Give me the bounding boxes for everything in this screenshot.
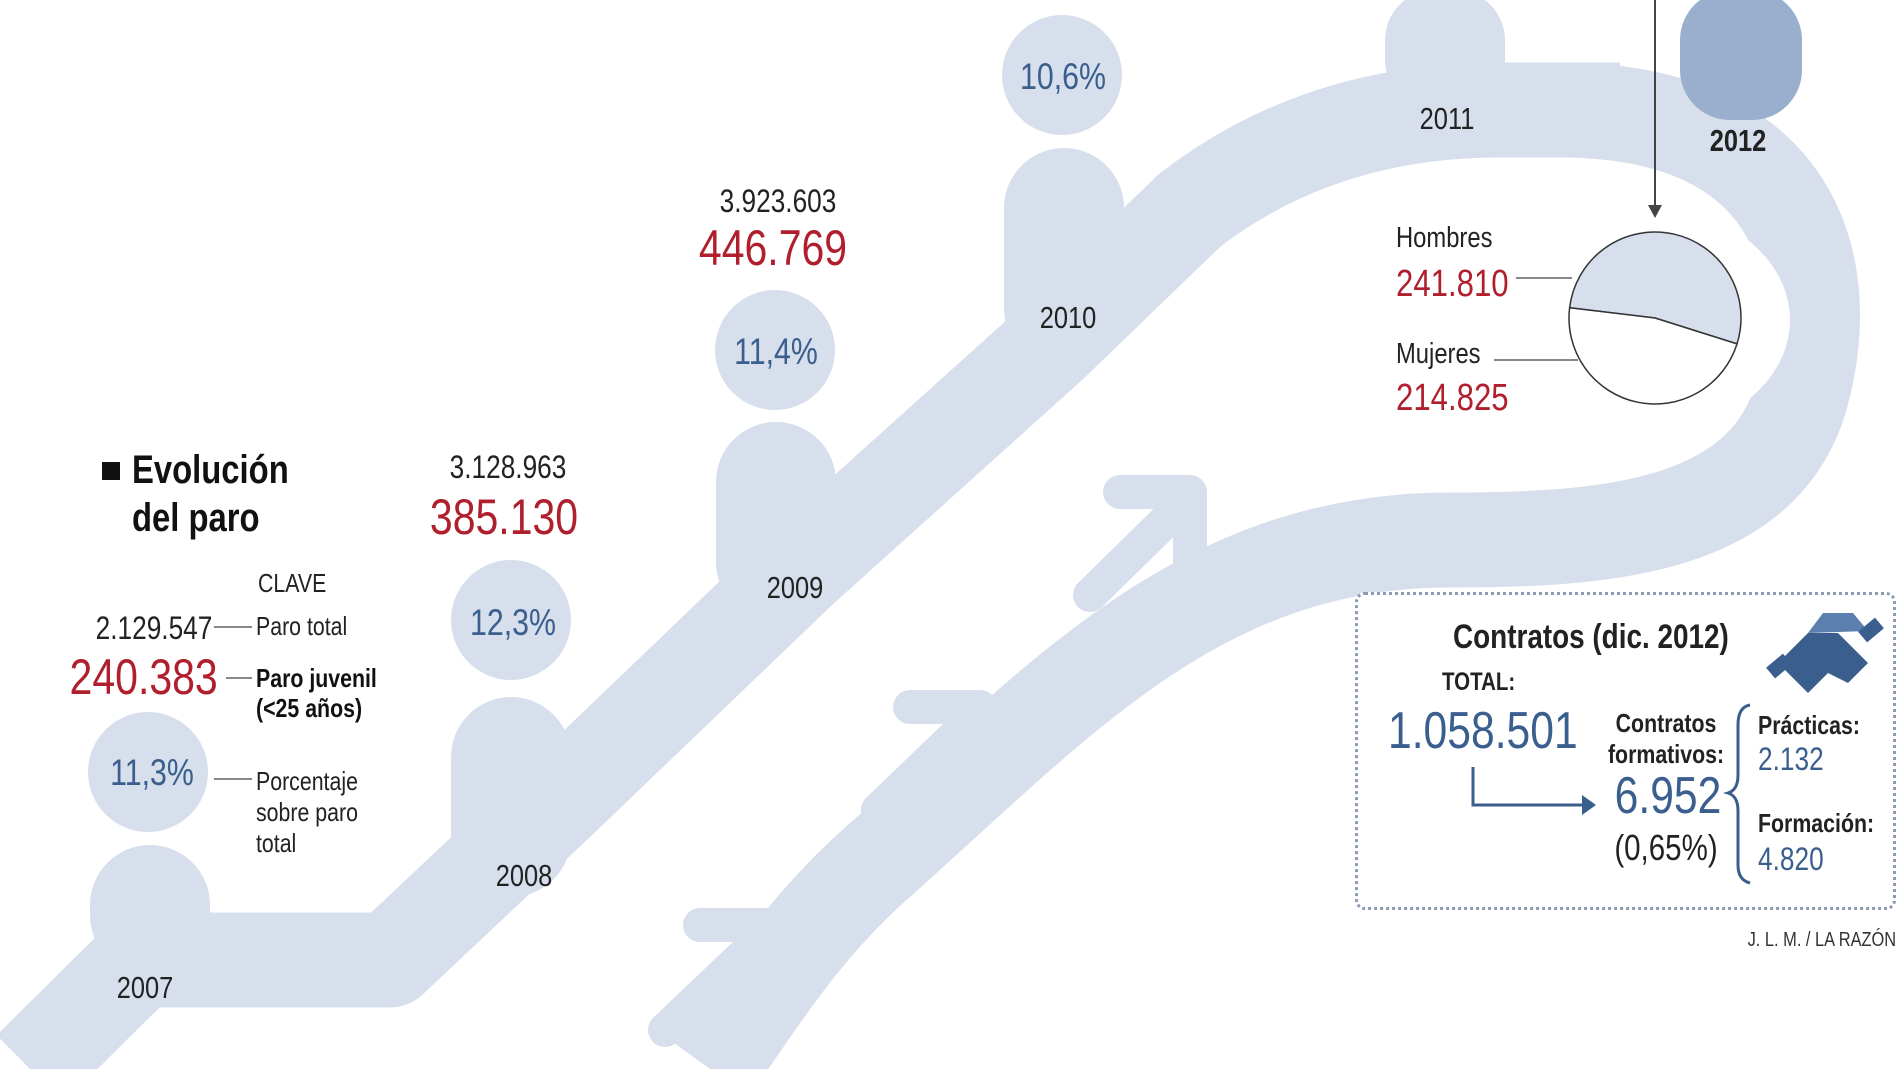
key-pct-label-2: sobre paro <box>256 797 358 827</box>
formativos-label-2: formativos: <box>1607 739 1725 769</box>
formativos-pct: (0,65%) <box>1614 827 1718 868</box>
formativos-value: 6.952 <box>1614 767 1722 825</box>
pie-label-mujeres: Mujeres <box>1396 338 1481 370</box>
key-pct-label-1: Porcentaje <box>256 766 358 796</box>
road-band <box>0 62 1620 1069</box>
year-2011: 2011 <box>1419 101 1475 136</box>
youth-2008: 385.130 <box>429 489 579 545</box>
credit: J. L. M. / LA RAZÓN <box>1747 929 1896 951</box>
formativos-label-1: Contratos <box>1615 708 1717 738</box>
handshake-icon <box>1766 613 1884 693</box>
arrow-icon <box>1073 475 1207 612</box>
pct-circle-2010 <box>1002 15 1122 135</box>
stub-2009 <box>716 422 836 622</box>
pointer-head <box>1648 205 1662 218</box>
gender-pie <box>1568 231 1742 405</box>
pie-slice-hombres <box>1568 231 1742 345</box>
contratos-title: Contratos (dic. 2012) <box>1453 618 1729 656</box>
year-2008: 2008 <box>495 858 553 893</box>
contratos-total-label: TOTAL: <box>1442 668 1516 696</box>
pct-circle-2008 <box>451 560 571 680</box>
title-line-2: del paro <box>132 496 260 540</box>
arrowhead <box>1582 795 1596 815</box>
contratos-box: Contratos (dic. 2012) TOTAL: 1.058.501 C… <box>1355 592 1896 910</box>
contratos-total: 1.058.501 <box>1388 702 1578 760</box>
year-2009: 2009 <box>766 570 824 605</box>
formacion-value: 4.820 <box>1758 841 1824 877</box>
contratos-art <box>1471 613 1884 885</box>
formacion-label: Formación: <box>1758 808 1875 838</box>
key-title: CLAVE <box>258 568 327 598</box>
year-2007: 2007 <box>116 970 174 1005</box>
pie-value-mujeres: 214.825 <box>1396 377 1509 419</box>
practicas-value: 2.132 <box>1758 741 1824 777</box>
total-2007: 2.129.547 <box>95 610 212 646</box>
pie-slice-mujeres <box>1568 306 1738 405</box>
arrow-icon <box>648 908 787 1047</box>
road-loop <box>671 62 1860 1069</box>
title-line-1: Evolución <box>132 448 289 492</box>
pct-circle-2009 <box>715 290 835 410</box>
title-bullet <box>102 462 120 480</box>
pct-2008: 12,3% <box>469 602 557 643</box>
total-2009: 3.923.603 <box>719 183 837 219</box>
youth-2007: 240.383 <box>69 649 218 705</box>
pie-label-hombres: Hombres <box>1396 222 1493 254</box>
pct-circle-2007 <box>88 712 208 832</box>
stub-2010 <box>1004 148 1124 368</box>
total-to-formativos-arrow <box>1471 767 1586 807</box>
year-2012: 2012 <box>1709 123 1767 158</box>
key-pct-label-3: total <box>256 828 297 858</box>
stub-2008 <box>451 697 571 897</box>
brace-icon <box>1722 703 1751 885</box>
key-youth-label-2: (<25 años) <box>256 693 363 723</box>
total-2008: 3.128.963 <box>449 449 567 485</box>
pct-2009: 11,4% <box>734 331 818 372</box>
pct-2010: 10,6% <box>1019 56 1107 97</box>
arrow-icon <box>861 690 997 827</box>
year-2010: 2010 <box>1039 300 1097 335</box>
pie-value-hombres: 241.810 <box>1396 263 1509 305</box>
stub-2012 <box>1680 0 1802 120</box>
youth-2009: 446.769 <box>698 220 848 276</box>
practicas-label: Prácticas: <box>1758 710 1860 740</box>
pct-2007: 11,3% <box>110 752 194 793</box>
stub-2011 <box>1385 0 1505 110</box>
key-youth-label-1: Paro juvenil <box>256 663 377 693</box>
stub-2007 <box>90 845 210 975</box>
key-total-label: Paro total <box>256 611 348 641</box>
